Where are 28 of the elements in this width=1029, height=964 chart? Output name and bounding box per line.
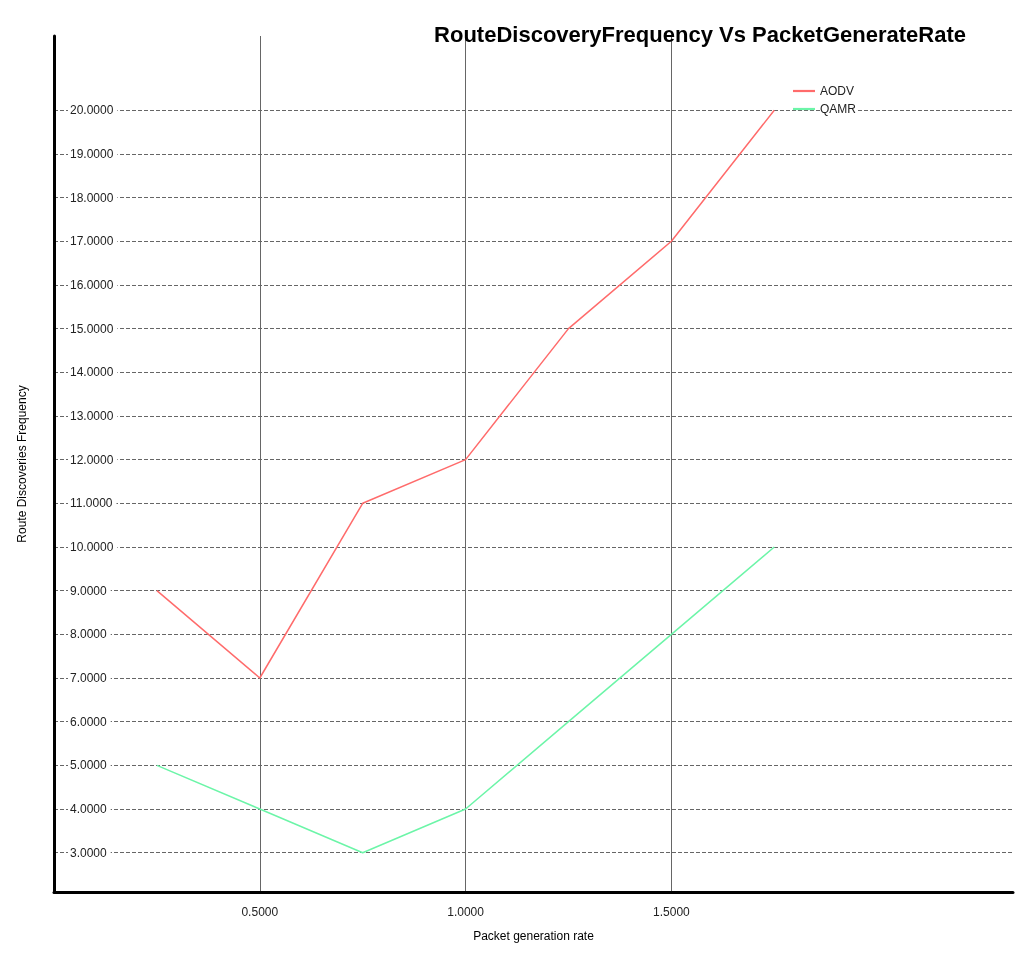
y-tick-label: 6.0000 [70, 714, 108, 729]
y-tick-label: 19.0000 [70, 146, 114, 161]
y-tick-label: 15.0000 [70, 321, 114, 336]
line-series [156, 546, 776, 854]
y-tick-label: 13.0000 [70, 408, 114, 423]
y-tick-label: 9.0000 [70, 583, 108, 598]
y-tick-label: 16.0000 [70, 277, 114, 292]
line-series [156, 109, 776, 679]
y-tick-label: 8.0000 [70, 627, 108, 642]
x-axis-title: Packet generation rate [473, 929, 595, 943]
y-tick-label: 11.0000 [70, 496, 113, 511]
y-tick-label: 4.0000 [70, 802, 108, 817]
y-tick-label: 5.0000 [70, 758, 108, 773]
y-tick-label: 10.0000 [70, 539, 114, 554]
x-tick-label: 0.5000 [241, 905, 279, 919]
chart-title: RouteDiscoveryFrequency Vs PacketGenerateRate [434, 21, 967, 47]
y-tick-label: 12.0000 [70, 452, 114, 467]
y-tick-label: 7.0000 [70, 671, 108, 685]
legend-label: AODV [820, 84, 855, 98]
x-tick-label: 1.0000 [447, 905, 485, 919]
y-axis-title: Route Discoveries Frequency [15, 385, 29, 543]
y-tick-label: 3.0000 [70, 845, 108, 860]
y-tick-label: 20.0000 [70, 103, 114, 118]
x-tick-label: 1.5000 [653, 905, 691, 919]
y-tick-label: 17.0000 [70, 234, 114, 249]
y-tick-label: 18.0000 [70, 190, 114, 205]
legend-label: QAMR [820, 102, 857, 116]
y-tick-label: 14.0000 [70, 365, 114, 380]
